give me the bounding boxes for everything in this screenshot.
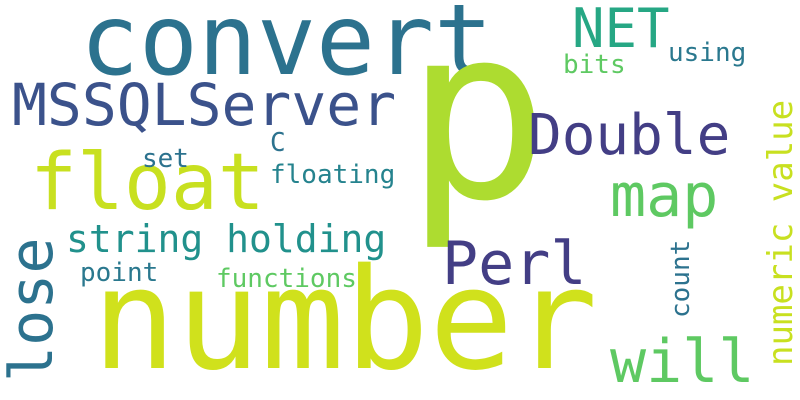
word-double: Double bbox=[528, 103, 731, 168]
word-floating: floating bbox=[270, 160, 396, 190]
word-functions: functions bbox=[216, 264, 357, 294]
word-count: count bbox=[666, 239, 696, 318]
word-bits: bits bbox=[563, 50, 626, 80]
word-set: set bbox=[142, 144, 189, 174]
word-lose: lose bbox=[0, 237, 67, 383]
word-c: C bbox=[270, 128, 286, 158]
word-using: using bbox=[668, 38, 747, 68]
word-numeric-value: numeric value bbox=[761, 99, 800, 366]
word-convert: convert bbox=[80, 0, 494, 98]
word-map: map bbox=[610, 161, 719, 231]
word-point: point bbox=[80, 258, 159, 288]
word-mssqlserver: MSSQLServer bbox=[12, 71, 397, 139]
word-perl: Perl bbox=[442, 229, 587, 299]
word-string-holding: string holding bbox=[66, 217, 387, 261]
word-net: NET bbox=[572, 0, 670, 60]
word-p: p bbox=[405, 0, 550, 254]
word-will: will bbox=[610, 327, 755, 397]
word-number: number bbox=[92, 239, 598, 400]
word-float: float bbox=[30, 138, 265, 228]
